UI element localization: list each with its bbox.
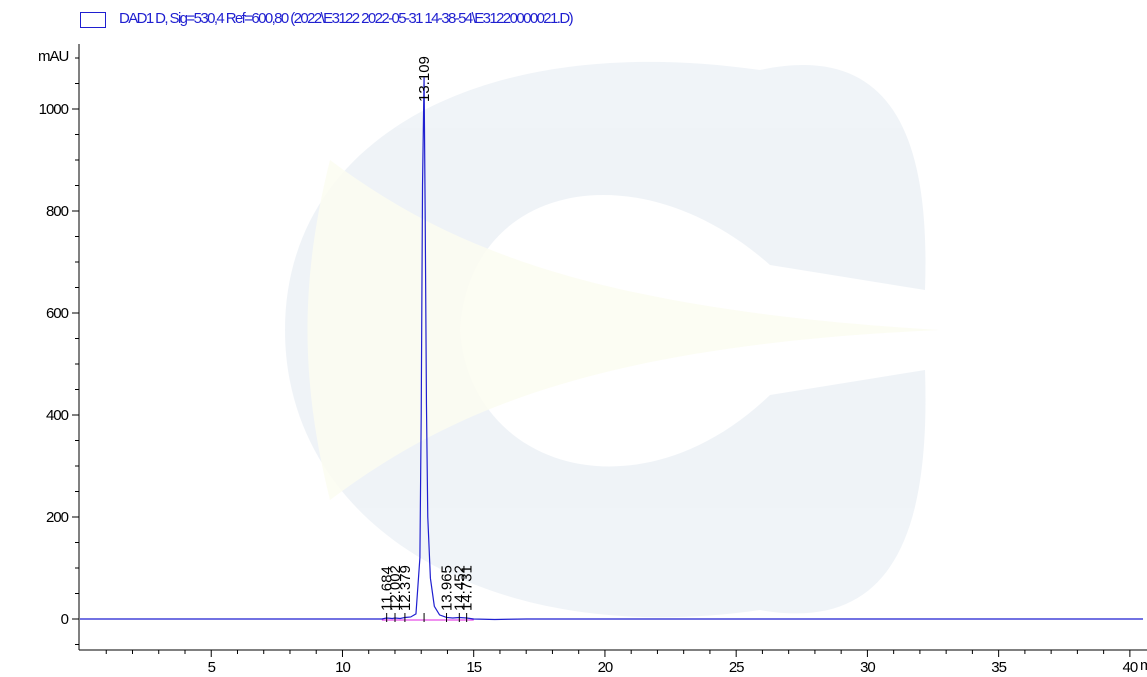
x-tick-label: 5 [208,659,216,676]
x-tick-label: 15 [466,659,481,676]
peak-label: 12.002 [387,565,404,611]
y-tick-label: 600 [46,305,69,322]
y-tick-label: 200 [46,509,69,526]
legend-swatch [80,12,106,28]
x-tick-label: 20 [598,659,613,676]
watermark-logo [285,61,940,618]
peak-label: 14.452 [451,565,468,611]
chromatogram-trace [80,77,1143,621]
y-tick-label: 1000 [39,101,69,118]
y-tick-label: 400 [46,407,69,424]
x-tick-label: 35 [991,659,1006,676]
y-axis-label: mAU [38,48,69,65]
y-tick-label: 0 [61,611,69,628]
x-tick-label: 10 [335,659,350,676]
peak-label: 11.684 [379,566,396,611]
peak-label: 13.109 [416,56,433,102]
y-tick-label: 800 [46,203,69,220]
x-tick-label: 40 [1123,659,1138,676]
x-tick-label: 30 [860,659,875,676]
peak-label: 13.965 [439,565,456,611]
axes: 0 200 400 600 800 1000 5 10 15 20 25 30 35 40 [39,44,1147,676]
peak-label: 14.731 [459,565,476,611]
chart-title: DAD1 D, Sig=530,4 Ref=600,80 (2022\E3122… [119,10,574,27]
x-tick-label: 25 [729,659,744,676]
x-axis-unit-label: m [1140,657,1147,674]
peak-label: 12.379 [397,565,414,611]
